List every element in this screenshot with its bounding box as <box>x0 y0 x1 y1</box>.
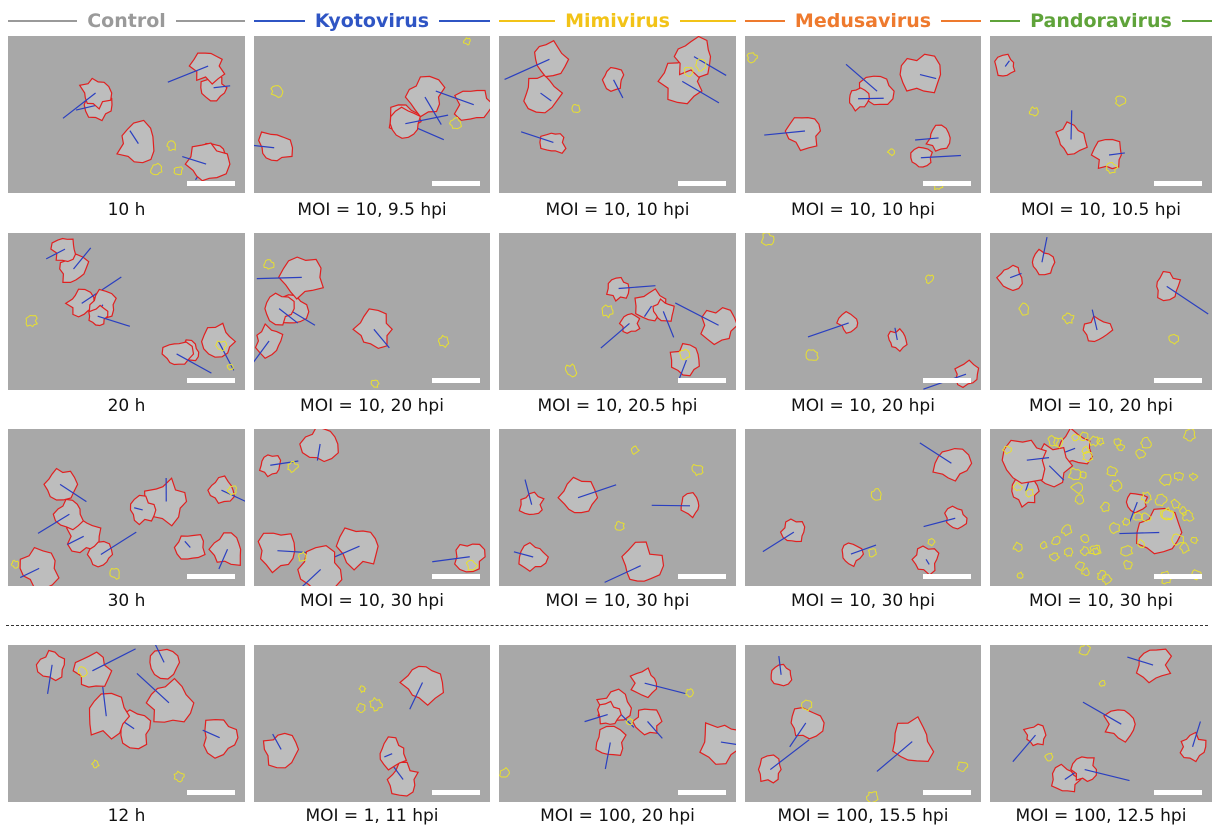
background <box>499 233 736 390</box>
micrograph <box>8 233 245 390</box>
micrograph <box>499 429 736 586</box>
track <box>652 505 690 506</box>
header-line <box>745 20 785 22</box>
scale-bar <box>1154 181 1202 186</box>
scale-bar <box>1154 574 1202 579</box>
micrograph <box>499 233 736 390</box>
header-line <box>1182 20 1212 22</box>
header-line <box>990 20 1020 22</box>
track <box>1071 110 1072 139</box>
caption: MOI = 10, 10 hpi <box>745 200 981 220</box>
column-header: Kyotovirus <box>254 8 490 34</box>
header-label: Mimivirus <box>565 10 670 32</box>
micrograph <box>254 429 490 586</box>
caption: MOI = 10, 20 hpi <box>990 396 1212 416</box>
micrograph <box>990 429 1212 586</box>
caption: MOI = 10, 10 hpi <box>499 200 736 220</box>
background <box>254 645 490 802</box>
caption: 12 h <box>8 806 245 826</box>
caption: MOI = 10, 30 hpi <box>254 591 490 611</box>
figure: Control Kyotovirus Mimivirus Medusavirus Pan… <box>0 0 1214 829</box>
caption: MOI = 10, 20 hpi <box>745 396 981 416</box>
header-label: Kyotovirus <box>315 10 429 32</box>
caption: MOI = 10, 10.5 hpi <box>990 200 1212 220</box>
caption: MOI = 100, 20 hpi <box>499 806 736 826</box>
background <box>990 645 1212 802</box>
caption: MOI = 10, 30 hpi <box>745 591 981 611</box>
scale-bar <box>187 181 235 186</box>
caption: MOI = 10, 20 hpi <box>254 396 490 416</box>
micrograph <box>254 645 490 802</box>
scale-bar <box>187 574 235 579</box>
background <box>8 233 245 390</box>
micrograph <box>254 36 490 193</box>
caption: MOI = 10, 9.5 hpi <box>254 200 490 220</box>
micrograph <box>745 233 981 390</box>
scale-bar <box>187 790 235 795</box>
background <box>990 36 1212 193</box>
scale-bar <box>1154 378 1202 383</box>
caption: 30 h <box>8 591 245 611</box>
background <box>990 233 1212 390</box>
caption: 20 h <box>8 396 245 416</box>
micrograph <box>745 36 981 193</box>
scale-bar <box>432 181 480 186</box>
micrograph <box>990 36 1212 193</box>
micrograph <box>745 429 981 586</box>
header-line <box>439 20 490 22</box>
scale-bar <box>678 574 726 579</box>
column-header: Mimivirus <box>499 8 736 34</box>
scale-bar <box>1154 790 1202 795</box>
micrograph <box>499 36 736 193</box>
micrograph <box>8 645 245 802</box>
micrograph <box>990 645 1212 802</box>
micrograph <box>499 645 736 802</box>
scale-bar <box>432 378 480 383</box>
header-line <box>680 20 736 22</box>
header-line <box>941 20 981 22</box>
caption: MOI = 10, 30 hpi <box>990 591 1212 611</box>
background <box>499 645 736 802</box>
cell <box>596 726 626 755</box>
scale-bar <box>923 181 971 186</box>
scale-bar <box>678 790 726 795</box>
column-header: Pandoravirus <box>990 8 1212 34</box>
header-line <box>254 20 305 22</box>
micrograph <box>8 36 245 193</box>
cell <box>759 755 782 783</box>
scale-bar <box>923 574 971 579</box>
scale-bar <box>678 378 726 383</box>
header-label: Control <box>87 10 166 32</box>
caption: MOI = 100, 15.5 hpi <box>745 806 981 826</box>
scale-bar <box>678 181 726 186</box>
column-header: Control <box>8 8 245 34</box>
micrograph <box>8 429 245 586</box>
scale-bar <box>187 378 235 383</box>
cell <box>454 91 490 121</box>
separator <box>6 625 1208 626</box>
header-line <box>8 20 77 22</box>
scale-bar <box>923 790 971 795</box>
background <box>745 233 981 390</box>
header-line <box>499 20 555 22</box>
scale-bar <box>432 790 480 795</box>
header-label: Medusavirus <box>795 10 931 32</box>
micrograph <box>254 233 490 390</box>
caption: MOI = 10, 30 hpi <box>499 591 736 611</box>
caption: MOI = 10, 20.5 hpi <box>499 396 736 416</box>
background <box>745 36 981 193</box>
caption: MOI = 1, 11 hpi <box>254 806 490 826</box>
header-label: Pandoravirus <box>1030 10 1172 32</box>
caption: MOI = 100, 12.5 hpi <box>990 806 1212 826</box>
scale-bar <box>432 574 480 579</box>
header-line <box>176 20 245 22</box>
micrograph <box>745 645 981 802</box>
caption: 10 h <box>8 200 245 220</box>
column-header: Medusavirus <box>745 8 981 34</box>
micrograph <box>990 233 1212 390</box>
scale-bar <box>923 378 971 383</box>
cell <box>900 54 940 92</box>
